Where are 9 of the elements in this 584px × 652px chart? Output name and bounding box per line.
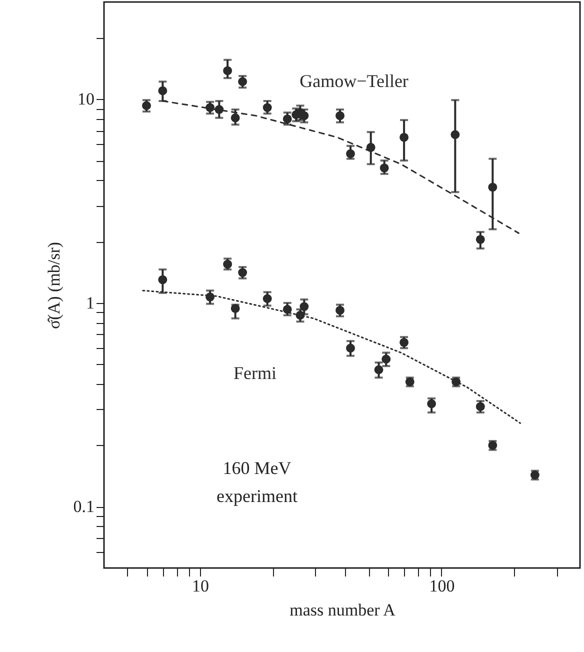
x-axis-title: mass number A [290,600,396,620]
y-tick-label: 10 [78,90,94,109]
series-label: Gamow−Teller [300,71,408,91]
y-tick-label: 1 [86,293,94,312]
annotation: 160 MeV experiment [216,458,298,506]
y-axis-title: σ̂(A) (mb/sr) [44,242,64,330]
text: Fermi [234,363,276,383]
x-tick-label: 100 [429,576,455,596]
y-tick-label: 0.1 [73,497,94,516]
